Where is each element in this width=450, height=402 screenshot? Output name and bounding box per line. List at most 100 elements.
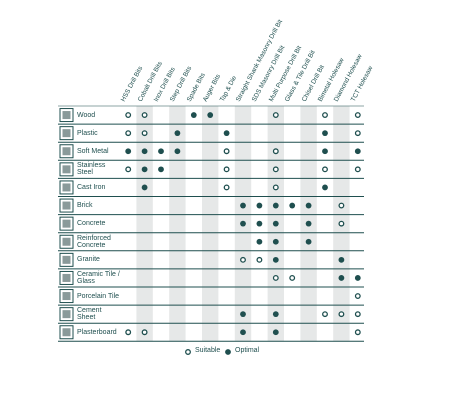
row-label: Wood [77,111,96,119]
row-label: Cement Sheet [77,307,102,322]
cell-mark [272,329,279,336]
cell-mark [125,148,132,155]
cell-mark [223,184,230,191]
cell-mark [190,112,197,118]
cell-mark [141,184,148,191]
cell-mark [158,148,164,155]
cell-mark [322,148,328,155]
row-label: Plastic [77,129,98,137]
cell-mark [256,238,263,245]
cell-mark [141,112,148,118]
row-label: Brick [77,202,93,210]
cell-mark [272,275,279,281]
cell-mark [240,202,246,209]
cell-mark [223,148,230,155]
cell-mark [272,202,279,209]
row-icon-inner [62,292,71,301]
row-icon-inner [62,237,71,246]
column-stripe [136,106,153,342]
cell-mark [141,166,148,173]
legend-label: Suitable [195,347,221,354]
cell-mark [272,112,279,118]
cell-mark [289,202,296,209]
row-icon-inner [62,255,71,264]
cell-mark [272,220,279,227]
cell-mark [338,202,345,209]
cell-mark [240,256,246,263]
cell-mark [322,311,328,318]
row-label: Porcelain Tile [77,292,120,300]
row-icon-inner [62,165,71,174]
cell-mark [272,184,279,191]
row-icon-inner [62,183,71,192]
cell-mark [338,256,345,263]
cell-mark [272,238,279,245]
row-label: Concrete [77,220,106,228]
row-icon-inner [62,111,71,120]
cell-mark [125,329,132,336]
cell-mark [322,184,328,191]
cell-mark [354,329,361,336]
cell-mark [289,275,296,281]
cell-mark [174,148,181,155]
row-label: Ceramic Tile / Glass [77,270,120,285]
cell-mark [354,293,361,299]
cell-mark [338,311,345,318]
column-stripe [169,106,186,342]
cell-mark [256,256,263,263]
column-stripe [202,106,219,342]
cell-mark [141,130,148,137]
cell-mark [223,166,230,173]
cell-mark [338,220,345,227]
cell-mark [354,311,361,318]
cell-mark [256,220,263,227]
cell-mark [338,275,345,281]
cell-mark [240,329,246,336]
row-icon-inner [62,273,71,282]
cell-mark [305,202,312,209]
row-icon-inner [62,129,71,138]
cell-mark [322,112,328,118]
cell-mark [125,166,132,173]
cell-mark [125,130,132,137]
row-label: Reinforced Concrete [77,234,111,249]
cell-mark [240,220,246,227]
cell-mark [354,130,361,137]
cell-mark [141,329,148,336]
cell-mark [125,112,132,118]
cell-mark [240,311,246,318]
row-icon-inner [62,328,71,337]
cell-mark [322,166,328,173]
cell-mark [322,130,328,137]
cell-mark [272,256,279,263]
legend-mark [185,349,191,355]
row-label: Soft Metal [77,147,109,155]
cell-mark [158,166,164,173]
cell-mark [272,166,279,173]
row-icon-inner [62,201,71,210]
row-icon-inner [62,310,71,319]
cell-mark [256,202,263,209]
row-label: Plasterboard [77,328,117,336]
row-label: Granite [77,256,100,264]
row-label: Stainless Steel [77,162,106,177]
cell-mark [272,148,279,155]
cell-mark [141,148,148,155]
cell-mark [354,275,361,281]
row-icon-inner [62,147,71,156]
cell-mark [223,130,230,137]
cell-mark [305,238,312,245]
legend-mark [225,349,231,355]
cell-mark [354,166,361,173]
cell-mark [305,220,312,227]
cell-mark [354,112,361,118]
cell-mark [207,112,214,118]
legend-label: Optimal [235,347,260,354]
cell-mark [272,311,279,318]
cell-mark [174,130,181,137]
row-label: Cast Iron [77,183,106,191]
cell-mark [354,148,361,155]
row-icon-inner [62,219,71,228]
